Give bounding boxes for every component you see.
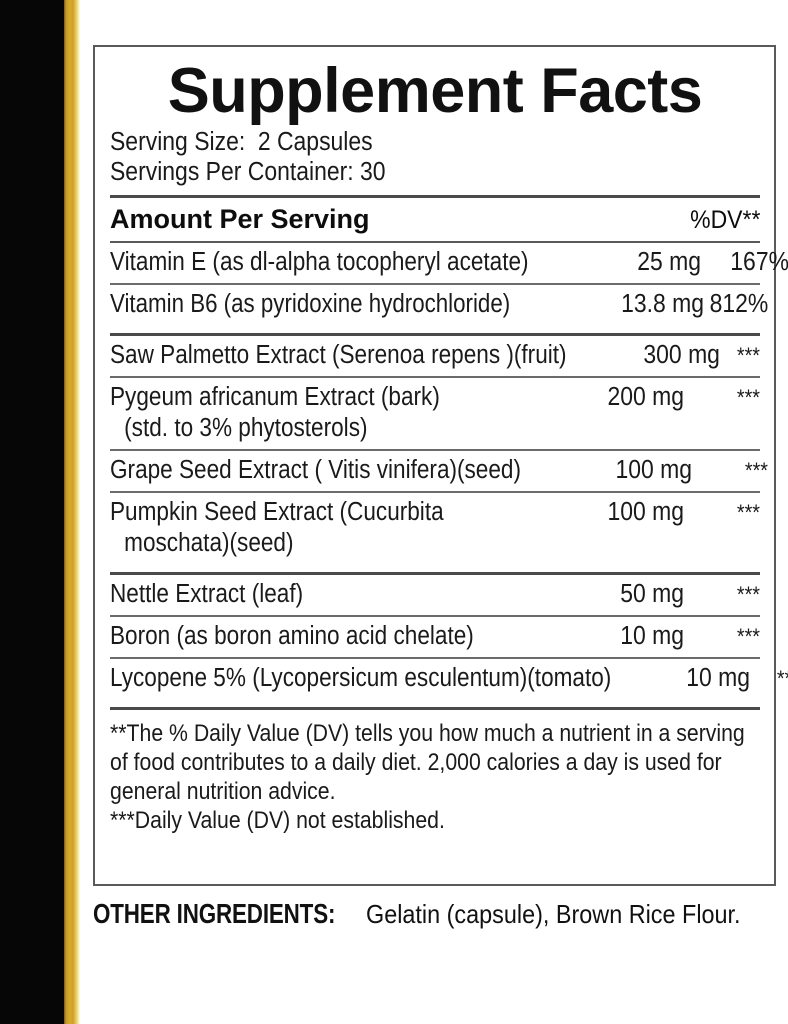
nutrient-dv: 812%: [709, 290, 769, 318]
other-ingredients-value: Gelatin (capsule), Brown Rice Flour.: [365, 899, 741, 929]
nutrient-amount: 25 mg: [637, 248, 701, 276]
serving-size-line: Serving Size: 2 Capsules: [110, 127, 695, 157]
divider-above-footnotes: [110, 707, 760, 710]
servings-per-container-line: Servings Per Container: 30: [110, 157, 695, 187]
footnote-dv-line-1: **The % Daily Value (DV) tells you how m…: [110, 720, 745, 747]
row-divider: [110, 449, 760, 451]
nutrient-name: Pygeum africanum Extract (bark) (std. to…: [110, 382, 514, 444]
percent-dv-label: %DV**: [689, 206, 760, 234]
nutrient-name-main: Pygeum africanum Extract (bark): [110, 383, 440, 411]
table-row: Boron (as boron amino acid chelate) 10 m…: [110, 617, 760, 657]
nutrient-amount: 100 mg: [615, 456, 693, 484]
other-ingredients-label: OTHER INGREDIENTS:: [93, 898, 336, 929]
divider-below-header: [110, 241, 760, 243]
supplement-facts-panel: Supplement Facts Serving Size: 2 Capsules…: [93, 45, 788, 886]
table-row: Nettle Extract (leaf) 50 mg ***: [110, 575, 760, 615]
nutrient-amount: 10 mg: [620, 622, 684, 650]
nutrient-name: Nettle Extract (leaf): [110, 580, 304, 608]
nutrient-dv: ***: [736, 343, 760, 368]
nutrient-dv: ***: [736, 385, 760, 410]
nutrient-dv: ***: [777, 666, 788, 691]
table-row: Lycopene 5% (Lycopersicum esculentum)(to…: [110, 659, 788, 699]
divider-above-botanicals: [110, 333, 760, 336]
servings-per-container-label: Servings Per Container:: [110, 158, 354, 186]
footnote-dv-not-established: ***Daily Value (DV) not established.: [110, 807, 445, 834]
nutrient-amount: 200 mg: [607, 383, 684, 411]
table-row: Pumpkin Seed Extract (Cucurbita moschata…: [110, 493, 760, 564]
amount-per-serving-label: Amount Per Serving: [110, 204, 370, 234]
table-row: Grape Seed Extract ( Vitis vinifera)(see…: [110, 451, 768, 491]
nutrient-dv: ***: [736, 500, 760, 525]
nutrient-name: Vitamin E (as dl-alpha tocopheryl acetat…: [110, 248, 529, 276]
row-divider: [110, 376, 760, 378]
nutrient-name: Lycopene 5% (Lycopersicum esculentum)(to…: [110, 664, 612, 692]
row-divider: [110, 657, 760, 659]
nutrient-name: Pumpkin Seed Extract (Cucurbita moschata…: [110, 497, 514, 559]
nutrient-dv: 167%: [730, 248, 788, 276]
table-row: Vitamin E (as dl-alpha tocopheryl acetat…: [110, 243, 788, 283]
table-row: Pygeum africanum Extract (bark) (std. to…: [110, 378, 760, 449]
nutrient-name-sub: (std. to 3% phytosterols): [124, 414, 368, 442]
table-row: Saw Palmetto Extract (Serenoa repens )(f…: [110, 336, 760, 376]
amount-per-serving-header: Amount Per Serving %DV**: [110, 198, 760, 241]
divider-above-header: [110, 195, 760, 198]
nutrient-dv: ***: [736, 582, 760, 607]
nutrient-amount: 300 mg: [643, 341, 720, 369]
nutrient-amount: 13.8 mg: [621, 290, 704, 318]
row-divider: [110, 572, 760, 575]
footnote-dv-line-3: general nutrition advice.: [110, 778, 336, 805]
nutrient-name-main: Pumpkin Seed Extract (Cucurbita: [110, 498, 444, 526]
nutrient-name: Grape Seed Extract ( Vitis vinifera)(see…: [110, 456, 521, 484]
nutrient-name-sub: moschata)(seed): [124, 529, 294, 557]
other-ingredients: OTHER INGREDIENTS: Gelatin (capsule), Bro…: [93, 898, 783, 930]
nutrient-amount: 50 mg: [620, 580, 684, 608]
nutrient-amount: 10 mg: [686, 664, 751, 692]
page-title: Supplement Facts: [167, 56, 703, 126]
nutrient-amount: 100 mg: [607, 498, 684, 526]
footnote-dv-line-2: of food contributes to a daily diet. 2,0…: [110, 749, 722, 776]
footnotes: **The % Daily Value (DV) tells you how m…: [110, 710, 760, 843]
servings-per-container-value: 30: [359, 158, 386, 186]
serving-size-label: Serving Size:: [110, 128, 246, 156]
nutrient-dv: ***: [736, 624, 760, 649]
nutrient-name: Boron (as boron amino acid chelate): [110, 622, 474, 650]
serving-size-value: 2 Capsules: [257, 128, 373, 156]
nutrient-name: Saw Palmetto Extract (Serenoa repens )(f…: [110, 341, 567, 369]
left-black-border: [0, 0, 64, 1024]
row-divider: [110, 491, 760, 493]
nutrient-name: Vitamin B6 (as pyridoxine hydrochloride): [110, 290, 511, 318]
left-gold-stripe: [64, 0, 80, 1024]
row-divider: [110, 615, 760, 617]
table-row: Vitamin B6 (as pyridoxine hydrochloride)…: [110, 285, 769, 325]
nutrient-dv: ***: [745, 458, 769, 483]
row-divider: [110, 283, 760, 285]
